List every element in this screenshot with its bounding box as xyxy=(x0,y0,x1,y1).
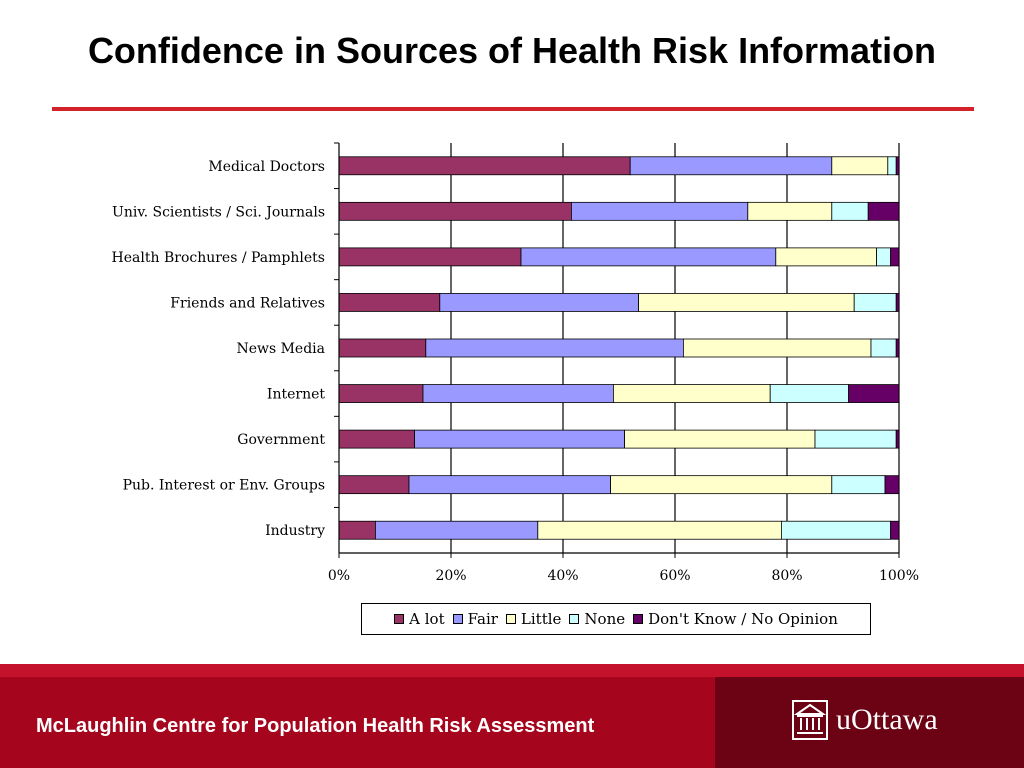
bar-segment xyxy=(781,520,892,540)
bar-segment xyxy=(571,201,749,221)
bar-segment xyxy=(638,293,855,312)
category-label: Industry xyxy=(265,523,325,539)
category-label: Medical Doctors xyxy=(208,159,325,175)
legend-item: Don't Know / No Opinion xyxy=(633,610,838,628)
bar-segment xyxy=(425,338,684,358)
x-tick-label: 100% xyxy=(879,568,919,584)
bar-segment xyxy=(408,475,612,495)
legend-label: Fair xyxy=(467,610,498,628)
building-columns-icon xyxy=(792,700,828,740)
bar-segment xyxy=(610,475,833,495)
bar-segment xyxy=(629,156,833,176)
bar-segment xyxy=(814,429,897,449)
bar-segment xyxy=(338,475,410,495)
bar-segment xyxy=(890,520,900,540)
bar-segment xyxy=(683,338,872,358)
legend-item: Little xyxy=(505,610,562,628)
title-underline xyxy=(52,107,974,111)
bar-segment xyxy=(613,384,771,403)
stacked-bar-chart: Medical Doctors Univ. Scientists / Sci. J… xyxy=(112,142,919,584)
bar-segment xyxy=(831,475,886,495)
legend-swatch xyxy=(569,614,580,624)
legend-item: Fair xyxy=(452,610,498,628)
bar-segment xyxy=(338,156,631,176)
x-tick-label: 0% xyxy=(328,568,350,584)
footer-highlight xyxy=(0,664,1024,677)
bar-segment xyxy=(747,201,833,221)
x-tick-label: 20% xyxy=(435,568,466,584)
bar-segment xyxy=(884,475,900,495)
category-label: Internet xyxy=(267,387,325,403)
bar-segment xyxy=(374,520,539,540)
legend-item: A lot xyxy=(394,610,445,628)
legend-label: None xyxy=(584,610,626,628)
bar-segment xyxy=(887,156,897,176)
bar-group xyxy=(338,156,900,540)
bar-segment xyxy=(338,520,376,540)
uottawa-logo: uOttawa xyxy=(792,700,938,740)
bar-segment xyxy=(890,247,900,267)
category-label: Government xyxy=(237,432,325,448)
bar-segment xyxy=(338,429,415,449)
slide-title: Confidence in Sources of Health Risk Inf… xyxy=(87,30,937,71)
x-tick-label: 80% xyxy=(771,568,802,584)
bar-segment xyxy=(769,384,850,403)
bar-segment xyxy=(439,293,639,312)
bar-segment xyxy=(414,429,626,449)
footer-logo-panel xyxy=(715,677,1024,768)
x-tick-labels: 0% 20% 40% 60% 80% 100% xyxy=(328,568,919,584)
bar-segment xyxy=(853,293,897,312)
category-labels: Medical Doctors Univ. Scientists / Sci. J… xyxy=(112,159,326,539)
category-label: Pub. Interest or Env. Groups xyxy=(123,478,325,494)
bar-segment xyxy=(338,201,572,221)
bar-segment xyxy=(520,247,777,267)
legend-label: Little xyxy=(520,610,562,628)
chart-legend: A lot Fair Little None Don't Know / No Opini… xyxy=(361,603,871,635)
legend-label: A lot xyxy=(409,610,445,628)
bar-segment xyxy=(422,384,614,403)
legend-label: Don't Know / No Opinion xyxy=(648,610,838,628)
legend-swatch xyxy=(505,614,516,624)
bar-segment xyxy=(895,338,900,358)
legend-swatch xyxy=(633,614,644,624)
category-label: Univ. Scientists / Sci. Journals xyxy=(112,204,325,220)
bar-segment xyxy=(537,520,782,540)
bar-segment xyxy=(338,384,424,403)
legend-item: None xyxy=(569,610,625,628)
bar-segment xyxy=(895,156,900,176)
axes xyxy=(334,142,900,558)
bar-segment xyxy=(867,201,900,221)
bar-segment xyxy=(775,247,877,267)
category-label: News Media xyxy=(236,341,325,357)
bar-segment xyxy=(338,293,441,312)
bar-segment xyxy=(831,156,889,176)
legend-swatch xyxy=(452,614,463,624)
logo-wordmark: uOttawa xyxy=(836,703,938,736)
bar-segment xyxy=(831,201,869,221)
x-tick-label: 40% xyxy=(547,568,578,584)
x-tick-label: 60% xyxy=(659,568,690,584)
bar-segment xyxy=(895,293,900,312)
footer-org-name: McLaughlin Centre for Population Health … xyxy=(36,715,595,737)
category-label: Friends and Relatives xyxy=(170,295,325,311)
bar-segment xyxy=(624,429,816,449)
category-label: Health Brochures / Pamphlets xyxy=(112,250,325,266)
bar-segment xyxy=(876,247,891,267)
bar-segment xyxy=(870,338,897,358)
bar-segment xyxy=(848,384,900,403)
bar-segment xyxy=(338,338,427,358)
bar-segment xyxy=(895,429,900,449)
legend-swatch xyxy=(394,614,405,624)
bar-segment xyxy=(338,247,522,267)
